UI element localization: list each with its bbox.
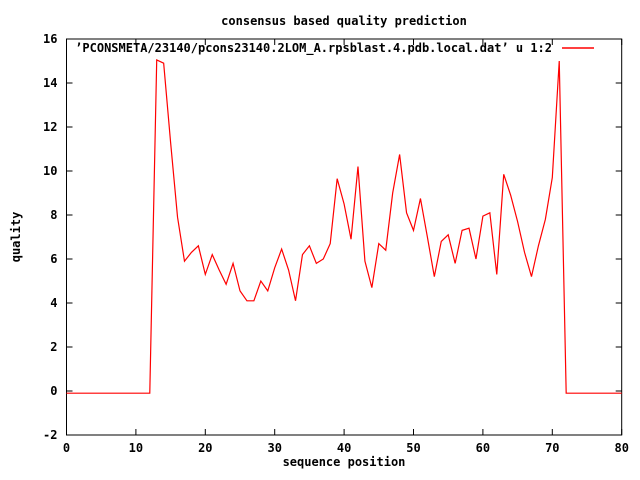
x-tick-label: 10 bbox=[129, 441, 143, 455]
y-tick-label: 0 bbox=[50, 384, 57, 398]
x-tick-label: 70 bbox=[545, 441, 559, 455]
y-tick-label: 14 bbox=[43, 76, 57, 90]
data-series-layer bbox=[66, 58, 622, 394]
y-tick-label: -2 bbox=[43, 428, 57, 442]
data-line bbox=[66, 58, 622, 394]
y-axis-label: quality bbox=[9, 212, 23, 263]
y-tick-label: 16 bbox=[43, 32, 57, 46]
axes-layer: 0 10 20 30 40 50 60 70 80 -2 0 2 4 6 8 10 12 14 16 bbox=[43, 32, 629, 455]
x-tick-label: 0 bbox=[63, 441, 70, 455]
y-tick-label: 6 bbox=[50, 252, 57, 266]
y-tick-label: 2 bbox=[50, 340, 57, 354]
x-tick-label: 50 bbox=[406, 441, 420, 455]
chart-title: consensus based quality prediction bbox=[221, 14, 467, 28]
x-tick-label: 40 bbox=[337, 441, 351, 455]
y-tick-label: 8 bbox=[50, 208, 57, 222]
y-tick-label: 4 bbox=[50, 296, 57, 310]
x-tick-label: 20 bbox=[198, 441, 212, 455]
x-tick-label: 80 bbox=[614, 441, 628, 455]
x-tick-label: 30 bbox=[267, 441, 281, 455]
y-tick-label: 12 bbox=[43, 120, 57, 134]
y-tick-label: 10 bbox=[43, 164, 57, 178]
legend-label: ’PCONSMETA/23140/pcons23140.2LOM_A.rpsbl… bbox=[75, 41, 552, 56]
x-tick-label: 60 bbox=[476, 441, 490, 455]
x-axis-label: sequence position bbox=[283, 455, 406, 469]
